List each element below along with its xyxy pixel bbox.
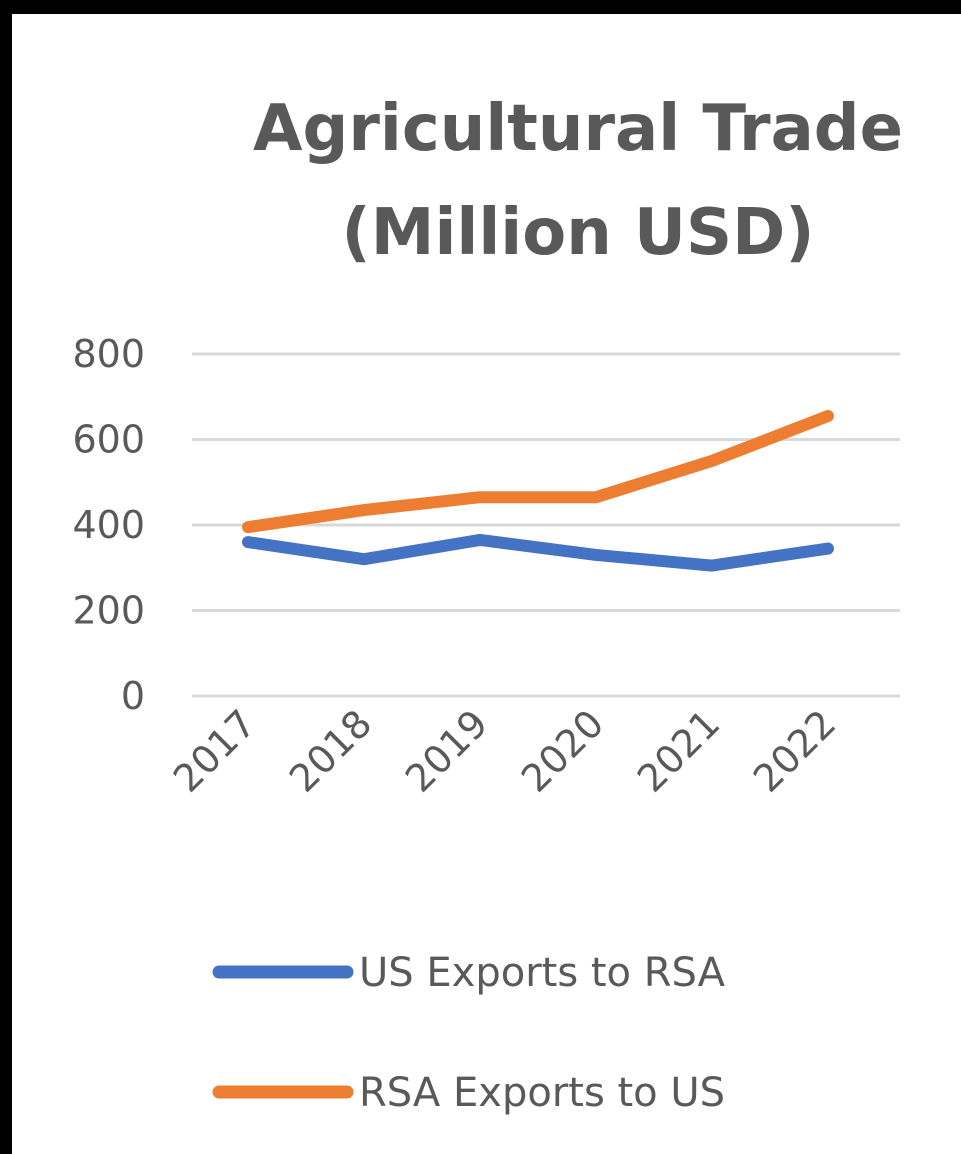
x-tick-label: 2021 <box>629 701 729 801</box>
x-tick-label: 2020 <box>513 701 613 801</box>
y-tick-label: 0 <box>121 674 145 718</box>
y-tick-label: 200 <box>72 589 145 633</box>
x-axis-ticks: 2017 2018 2019 2020 2021 2022 <box>165 701 845 801</box>
series-lines <box>242 409 834 572</box>
x-tick-label: 2017 <box>165 701 265 801</box>
x-tick-label: 2022 <box>745 701 845 801</box>
x-tick-label: 2019 <box>397 701 497 801</box>
line-chart: Agricultural Trade (Million USD) 0 200 400… <box>72 92 903 1116</box>
chart-title-line-2: (Million USD) <box>342 196 815 270</box>
legend-label-1: US Exports to RSA <box>359 950 726 996</box>
legend: US Exports to RSA RSA Exports to US <box>212 950 726 1116</box>
chart-panel: Agricultural Trade (Million USD) 0 200 400… <box>12 14 961 1154</box>
chart-title-line-1: Agricultural Trade <box>253 92 903 166</box>
y-tick-label: 400 <box>72 503 145 547</box>
y-tick-label: 600 <box>72 418 145 462</box>
series-line-1 <box>242 533 834 572</box>
legend-label-2: RSA Exports to US <box>359 1070 725 1116</box>
series-line-2 <box>242 409 834 534</box>
x-tick-label: 2018 <box>281 701 381 801</box>
y-axis-ticks: 0 200 400 600 800 <box>72 332 145 718</box>
y-tick-label: 800 <box>72 332 145 376</box>
